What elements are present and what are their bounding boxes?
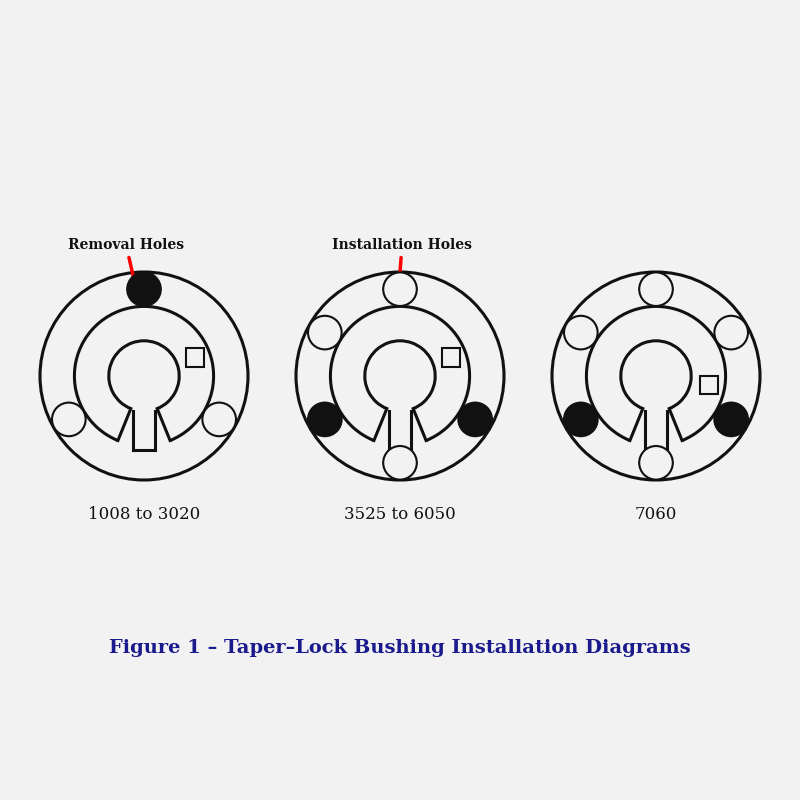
Circle shape bbox=[383, 272, 417, 306]
Text: 7060: 7060 bbox=[635, 506, 677, 522]
Circle shape bbox=[639, 272, 673, 306]
Text: 1008 to 3020: 1008 to 3020 bbox=[88, 506, 200, 522]
Circle shape bbox=[458, 402, 492, 436]
Circle shape bbox=[308, 402, 342, 436]
Circle shape bbox=[52, 402, 86, 436]
Text: Installation Holes: Installation Holes bbox=[332, 238, 472, 299]
Text: 3525 to 6050: 3525 to 6050 bbox=[344, 506, 456, 522]
Circle shape bbox=[564, 316, 598, 350]
Circle shape bbox=[308, 316, 342, 350]
Circle shape bbox=[564, 402, 598, 436]
Circle shape bbox=[202, 402, 236, 436]
Circle shape bbox=[639, 446, 673, 479]
Text: Removal Holes: Removal Holes bbox=[68, 238, 184, 299]
Text: Figure 1 – Taper–Lock Bushing Installation Diagrams: Figure 1 – Taper–Lock Bushing Installati… bbox=[109, 639, 691, 657]
Circle shape bbox=[383, 446, 417, 479]
Circle shape bbox=[127, 272, 161, 306]
Circle shape bbox=[714, 402, 748, 436]
Circle shape bbox=[714, 316, 748, 350]
